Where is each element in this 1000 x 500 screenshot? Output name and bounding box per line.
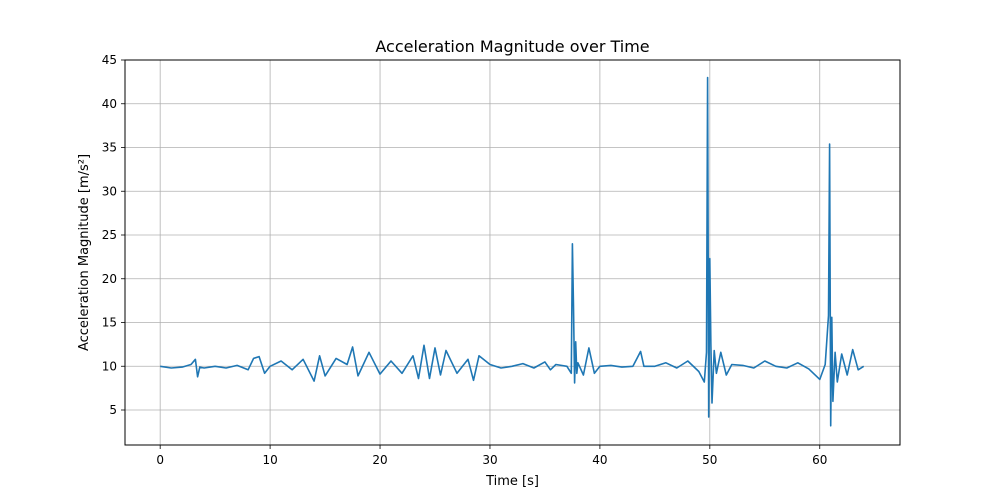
x-tick-label: 40 bbox=[592, 453, 607, 467]
y-tick-label: 10 bbox=[102, 359, 117, 373]
chart-title: Acceleration Magnitude over Time bbox=[375, 37, 649, 56]
tick-layer: 0 10 20 30 40 50 60 5 10 15 20 25 30 35 40 45 bbox=[102, 53, 828, 467]
x-tick-label: 20 bbox=[372, 453, 387, 467]
y-tick-label: 30 bbox=[102, 184, 117, 198]
grid-layer bbox=[125, 59, 900, 445]
acceleration-series-line bbox=[160, 76, 865, 427]
x-tick-label: 10 bbox=[262, 453, 277, 467]
y-tick-label: 45 bbox=[102, 53, 117, 67]
x-tick-label: 30 bbox=[482, 453, 497, 467]
y-tick-label: 20 bbox=[102, 272, 117, 286]
y-axis-label: Acceleration Magnitude [m/s²] bbox=[77, 154, 92, 351]
y-tick-label: 5 bbox=[109, 403, 117, 417]
y-tick-label: 35 bbox=[102, 141, 117, 155]
plot-frame bbox=[124, 59, 901, 446]
y-tick-label: 40 bbox=[102, 97, 117, 111]
y-tick-label: 15 bbox=[102, 316, 117, 330]
series-layer bbox=[160, 76, 865, 427]
x-axis-label: Time [s] bbox=[485, 474, 539, 489]
x-tick-label: 50 bbox=[702, 453, 717, 467]
y-tick-label: 25 bbox=[102, 228, 117, 242]
x-tick-label: 0 bbox=[156, 453, 164, 467]
x-tick-label: 60 bbox=[812, 453, 827, 467]
